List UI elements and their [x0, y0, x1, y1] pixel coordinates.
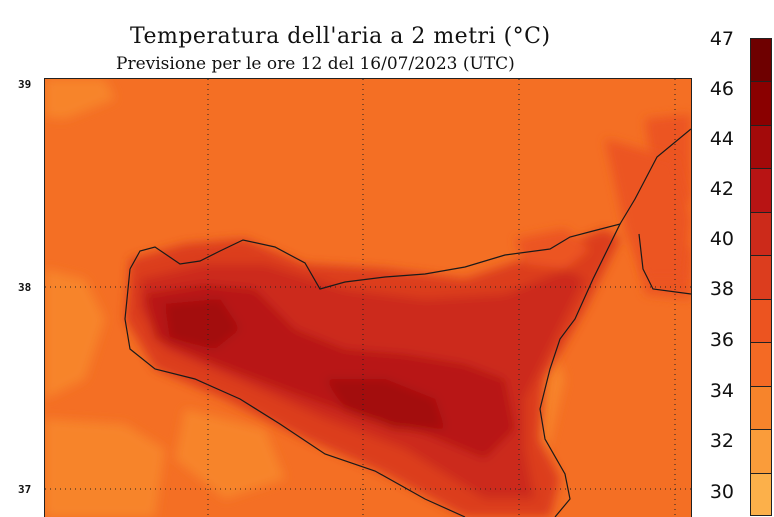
- latitude-label-39: 39: [18, 78, 32, 91]
- colorbar-segment: [751, 256, 771, 300]
- temperature-map-svg: [45, 79, 691, 517]
- map-subtitle: Previsione per le ore 12 del 16/07/2023 …: [116, 54, 515, 74]
- land-heat-layers: [125, 139, 691, 517]
- calabria-coastline: [619, 128, 691, 295]
- colorbar-label: 40: [709, 228, 734, 250]
- colorbar-label: 46: [709, 78, 734, 100]
- colorbar-label: 42: [709, 178, 734, 200]
- colorbar-label: 44: [709, 128, 734, 150]
- sicily-coastline: [124, 223, 622, 517]
- colorbar-label: 30: [709, 481, 734, 503]
- latitude-label-38: 38: [18, 281, 32, 294]
- colorbar-label: 32: [709, 430, 734, 452]
- colorbar-segment: [751, 473, 771, 515]
- colorbar-segment: [751, 125, 771, 170]
- graticule: [45, 79, 691, 517]
- temperature-map: [44, 78, 692, 517]
- colorbar-label: 36: [709, 329, 734, 351]
- colorbar-segment: [751, 169, 771, 213]
- colorbar-label: 38: [709, 278, 734, 300]
- colorbar-label: 47: [709, 28, 734, 50]
- latitude-label-37: 37: [18, 483, 32, 496]
- colorbar-segment: [751, 39, 771, 83]
- colorbar-segment: [751, 343, 771, 387]
- colorbar-label: 34: [709, 380, 734, 402]
- temperature-colorbar: [750, 38, 772, 516]
- colorbar-segment: [751, 82, 771, 126]
- colorbar-segment: [751, 430, 771, 474]
- colorbar-segment: [751, 212, 771, 257]
- colorbar-segment: [751, 299, 771, 344]
- map-title: Temperatura dell'aria a 2 metri (°C): [130, 24, 551, 49]
- colorbar-segment: [751, 386, 771, 431]
